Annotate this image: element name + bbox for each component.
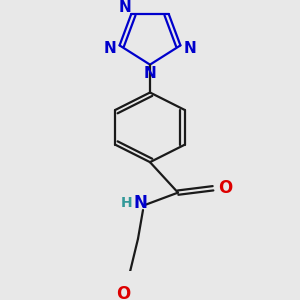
Text: N: N (144, 66, 156, 81)
Text: N: N (184, 40, 196, 56)
Text: N: N (119, 0, 132, 15)
Text: O: O (218, 179, 232, 197)
Text: N: N (133, 194, 147, 212)
Text: N: N (104, 40, 116, 56)
Text: H: H (121, 196, 133, 210)
Text: O: O (116, 285, 130, 300)
